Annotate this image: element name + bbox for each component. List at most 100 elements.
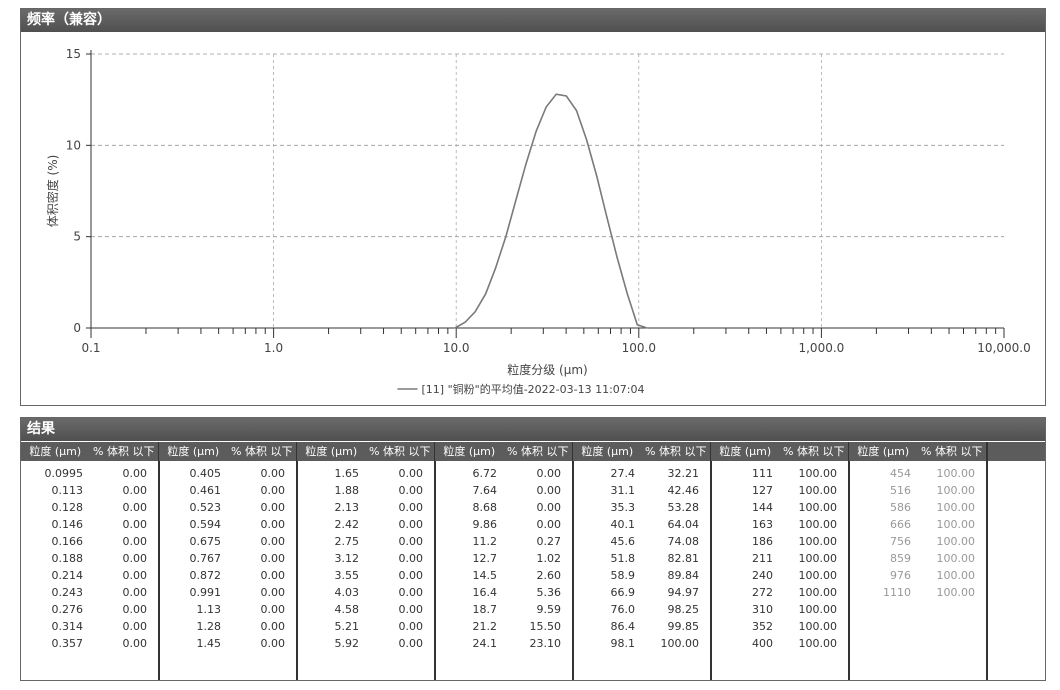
table-row: 0.166 0.00 bbox=[21, 533, 158, 550]
percent-cell: 0.00 bbox=[398, 637, 424, 650]
column-header: 粒度 (µm) % 体积 以下 bbox=[573, 442, 710, 461]
table-row: 1.88 0.00 bbox=[297, 482, 434, 499]
y-tick-label: 15 bbox=[66, 47, 81, 61]
percent-cell: 32.21 bbox=[667, 467, 700, 480]
percent-cell: 94.97 bbox=[667, 586, 700, 599]
size-cell: 186 bbox=[752, 535, 773, 548]
percent-cell: 74.08 bbox=[667, 535, 700, 548]
table-row: 272 100.00 bbox=[711, 584, 848, 601]
table-row: 16.4 5.36 bbox=[435, 584, 572, 601]
x-tick-label: 10,000.0 bbox=[977, 341, 1030, 355]
table-row: 5.21 0.00 bbox=[297, 618, 434, 635]
size-column-header: 粒度 (µm) bbox=[305, 445, 358, 458]
size-column-header: 粒度 (µm) bbox=[167, 445, 220, 458]
table-row: 0.314 0.00 bbox=[21, 618, 158, 635]
size-cell: 6.72 bbox=[472, 467, 498, 480]
percent-cell: 100.00 bbox=[936, 501, 976, 514]
percent-column-header: % 体积 以下 bbox=[783, 445, 845, 458]
size-cell: 3.55 bbox=[334, 569, 360, 582]
size-cell: 0.0995 bbox=[44, 467, 84, 480]
column-header: 粒度 (µm) % 体积 以下 bbox=[849, 442, 986, 461]
data-point bbox=[454, 327, 456, 329]
percent-cell: 0.00 bbox=[536, 501, 562, 514]
size-cell: 352 bbox=[752, 620, 773, 633]
percent-cell: 0.00 bbox=[260, 484, 286, 497]
data-point bbox=[596, 175, 598, 177]
percent-cell: 0.00 bbox=[398, 552, 424, 565]
y-tick-label: 0 bbox=[73, 321, 81, 335]
table-row: 352 100.00 bbox=[711, 618, 848, 635]
data-point bbox=[505, 236, 507, 238]
percent-cell: 0.00 bbox=[122, 552, 148, 565]
percent-cell: 1.02 bbox=[536, 552, 562, 565]
table-row: 0.872 0.00 bbox=[159, 567, 296, 584]
size-cell: 0.128 bbox=[51, 501, 84, 514]
size-cell: 7.64 bbox=[472, 484, 498, 497]
data-point bbox=[555, 93, 557, 95]
percent-cell: 0.00 bbox=[260, 552, 286, 565]
percent-cell: 23.10 bbox=[529, 637, 562, 650]
percent-cell: 0.00 bbox=[122, 535, 148, 548]
table-row: 454 100.00 bbox=[849, 465, 986, 482]
table-row: 0.675 0.00 bbox=[159, 533, 296, 550]
percent-cell: 0.00 bbox=[260, 535, 286, 548]
percent-cell: 100.00 bbox=[936, 586, 976, 599]
size-cell: 3.12 bbox=[334, 552, 360, 565]
data-point bbox=[646, 327, 648, 329]
size-cell: 1.88 bbox=[334, 484, 360, 497]
table-row: 0.594 0.00 bbox=[159, 516, 296, 533]
table-row: 240 100.00 bbox=[711, 567, 848, 584]
frequency-chart-panel: 频率（兼容） 0 5 10 15 0.1 1.0 10.0 100.0 1,000.0 10,00… bbox=[20, 8, 1046, 406]
size-cell: 0.113 bbox=[51, 484, 84, 497]
size-cell: 0.675 bbox=[189, 535, 222, 548]
percent-cell: 100.00 bbox=[798, 501, 838, 514]
size-cell: 12.7 bbox=[472, 552, 498, 565]
size-cell: 2.42 bbox=[334, 518, 360, 531]
percent-cell: 0.00 bbox=[260, 620, 286, 633]
table-row: 12.7 1.02 bbox=[435, 550, 572, 567]
size-cell: 27.4 bbox=[610, 467, 636, 480]
size-cell: 2.13 bbox=[334, 501, 360, 514]
table-row: 111 100.00 bbox=[711, 465, 848, 482]
table-row: 0.243 0.00 bbox=[21, 584, 158, 601]
size-column-header: 粒度 (µm) bbox=[29, 445, 82, 458]
percent-cell: 100.00 bbox=[798, 518, 838, 531]
data-point bbox=[474, 311, 476, 313]
size-cell: 0.872 bbox=[189, 569, 222, 582]
size-cell: 976 bbox=[890, 569, 911, 582]
y-tick-label: 10 bbox=[66, 138, 81, 152]
size-cell: 0.276 bbox=[51, 603, 84, 616]
table-row: 6.72 0.00 bbox=[435, 465, 572, 482]
size-cell: 1.45 bbox=[196, 637, 222, 650]
size-cell: 111 bbox=[752, 467, 773, 480]
size-cell: 127 bbox=[752, 484, 773, 497]
size-cell: 0.214 bbox=[51, 569, 84, 582]
table-row: 66.9 94.97 bbox=[573, 584, 710, 601]
size-cell: 240 bbox=[752, 569, 773, 582]
percent-cell: 100.00 bbox=[798, 637, 838, 650]
percent-cell: 100.00 bbox=[798, 620, 838, 633]
percent-cell: 100.00 bbox=[798, 569, 838, 582]
column-header: 粒度 (µm) % 体积 以下 bbox=[21, 442, 158, 461]
table-row: 0.146 0.00 bbox=[21, 516, 158, 533]
size-cell: 0.594 bbox=[189, 518, 222, 531]
data-point bbox=[525, 163, 527, 165]
table-row: 586 100.00 bbox=[849, 499, 986, 516]
x-tick-label: 0.1 bbox=[81, 341, 100, 355]
table-row: 9.86 0.00 bbox=[435, 516, 572, 533]
table-row: 0.188 0.00 bbox=[21, 550, 158, 567]
percent-cell: 100.00 bbox=[798, 552, 838, 565]
percent-cell: 0.00 bbox=[122, 518, 148, 531]
percent-cell: 100.00 bbox=[798, 484, 838, 497]
table-row: 0.214 0.00 bbox=[21, 567, 158, 584]
data-point bbox=[565, 95, 567, 97]
percent-cell: 0.00 bbox=[122, 467, 148, 480]
percent-cell: 0.00 bbox=[260, 637, 286, 650]
table-row: 310 100.00 bbox=[711, 601, 848, 618]
x-axis-label: 粒度分级 (µm) bbox=[507, 362, 588, 377]
table-row: 0.991 0.00 bbox=[159, 584, 296, 601]
data-point bbox=[586, 139, 588, 141]
results-table-panel: 结果 粒度 (µm) % 体积 以下 0.0995 0.00 0.113 0.00 0.12… bbox=[20, 417, 1046, 681]
size-cell: 211 bbox=[752, 552, 773, 565]
percent-cell: 100.00 bbox=[936, 467, 976, 480]
